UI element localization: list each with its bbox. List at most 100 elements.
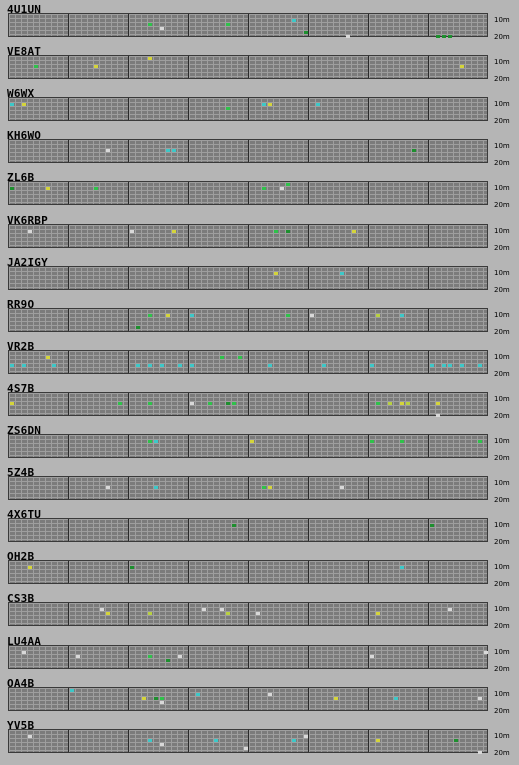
hour-divider (308, 729, 309, 752)
band-label-10m: 10m (494, 437, 510, 445)
hour-divider (68, 435, 69, 457)
station-row: VK6RBP 10m 20m (0, 214, 519, 257)
signal-spot (448, 35, 452, 38)
hour-divider (68, 56, 69, 79)
station-callsign: VR2B (7, 339, 35, 353)
signal-spot (226, 107, 230, 111)
signal-spot (280, 187, 284, 191)
station-row: W6WX 10m 20m (0, 88, 519, 130)
signal-spot (292, 19, 296, 22)
propagation-grid (8, 518, 488, 543)
signal-spot (106, 149, 110, 153)
hour-divider (308, 266, 309, 289)
hour-divider (128, 266, 129, 289)
station-callsign: OH2B (7, 550, 35, 564)
hour-divider (368, 56, 369, 79)
hour-divider (68, 603, 69, 626)
propagation-grid (8, 349, 488, 374)
signal-spot (106, 612, 110, 616)
hour-divider (128, 645, 129, 668)
hour-divider (68, 687, 69, 710)
signal-spot (478, 363, 482, 367)
signal-spot (28, 229, 32, 233)
signal-spot (226, 401, 230, 405)
hour-divider (68, 392, 69, 415)
hour-divider (308, 645, 309, 668)
hour-divider (68, 729, 69, 752)
station-row: VR2B 10m 20m (0, 339, 519, 383)
signal-spot (292, 738, 296, 742)
signal-spot (22, 650, 26, 654)
hour-divider (188, 182, 189, 205)
station-row: 4U1UN 10m 20m (0, 4, 519, 46)
signal-spot (142, 696, 146, 700)
hour-divider (308, 182, 309, 205)
band-label-20m: 20m (494, 454, 510, 462)
hour-divider (308, 435, 309, 457)
hour-divider (428, 477, 429, 500)
signal-spot (10, 187, 14, 191)
hour-divider (68, 477, 69, 500)
hour-divider (188, 140, 189, 163)
hour-divider (368, 687, 369, 710)
signal-spot (268, 103, 272, 107)
band-label-20m: 20m (494, 580, 510, 589)
signal-spot (10, 401, 14, 405)
signal-spot (148, 313, 152, 317)
signal-spot (166, 313, 170, 317)
propagation-grid (8, 139, 488, 164)
hour-divider (308, 603, 309, 626)
signal-spot (130, 566, 134, 570)
signal-spot (274, 229, 278, 233)
band-label-10m: 10m (494, 310, 510, 319)
band-label-10m: 10m (494, 521, 510, 530)
signal-spot (286, 313, 290, 317)
station-row: LU4AA 10m 20m (0, 635, 519, 678)
hour-divider (368, 350, 369, 373)
band-label-20m: 20m (494, 622, 510, 631)
signal-spot (262, 103, 266, 107)
hour-divider (428, 519, 429, 542)
station-row: 4X6TU 10m 20m (0, 509, 519, 551)
hour-divider (308, 477, 309, 500)
signal-spot (340, 486, 344, 490)
signal-spot (160, 742, 164, 746)
hour-divider (248, 519, 249, 542)
signal-spot (268, 692, 272, 696)
hour-divider (248, 603, 249, 626)
hour-divider (68, 140, 69, 163)
signal-spot (376, 738, 380, 742)
signal-spot (190, 401, 194, 405)
signal-spot (76, 654, 80, 658)
station-callsign: KH6WO (7, 129, 42, 143)
signal-spot (310, 313, 314, 317)
band-label-10m: 10m (494, 479, 510, 488)
signal-spot (106, 486, 110, 490)
hour-divider (128, 350, 129, 373)
hour-divider (308, 392, 309, 415)
propagation-grid (8, 434, 488, 458)
hour-divider (248, 687, 249, 710)
signal-spot (286, 183, 290, 187)
signal-spot (118, 401, 122, 405)
band-label-20m: 20m (494, 327, 510, 336)
signal-spot (250, 440, 254, 443)
hour-divider (128, 477, 129, 500)
band-label-10m: 10m (494, 226, 510, 235)
hour-divider (308, 140, 309, 163)
hour-divider (368, 435, 369, 457)
signal-spot (226, 612, 230, 616)
signal-spot (214, 738, 218, 742)
hour-divider (428, 729, 429, 752)
hour-divider (248, 729, 249, 752)
hour-divider (428, 350, 429, 373)
station-callsign: JA2IGY (7, 255, 48, 269)
hour-divider (428, 687, 429, 710)
hour-divider (188, 308, 189, 331)
hour-divider (128, 435, 129, 457)
hour-divider (248, 98, 249, 121)
hour-divider (368, 392, 369, 415)
hour-divider (128, 687, 129, 710)
band-label-20m: 20m (494, 159, 510, 168)
signal-spot (322, 363, 326, 367)
